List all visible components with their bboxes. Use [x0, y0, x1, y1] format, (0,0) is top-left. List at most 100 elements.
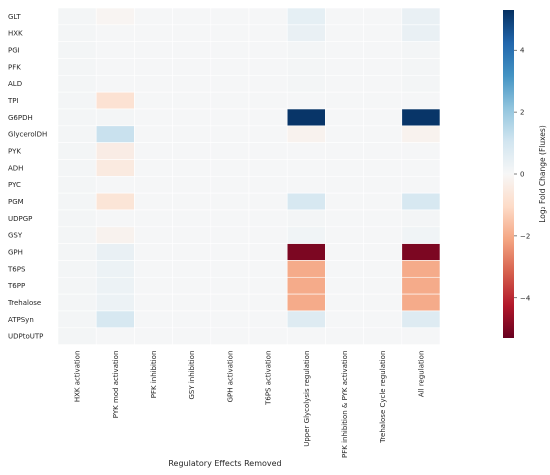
heatmap-cell [248, 276, 288, 295]
heatmap-cell [363, 142, 403, 160]
heatmap-cell [325, 159, 364, 177]
row-labels: GLT HXK PGI PFK ALD TPI G6PDH GlycerolDH PYK ADH P… [7, 13, 47, 341]
heatmap-cell [134, 260, 173, 278]
heatmap-cell [286, 142, 326, 160]
heatmap-cell [325, 327, 364, 345]
heatmap-cell [57, 142, 97, 160]
heatmap-cell [134, 108, 173, 127]
heatmap-cell [401, 176, 441, 194]
heatmap-cell [401, 41, 441, 59]
heatmap-cell [134, 243, 173, 261]
heatmap-cell [401, 108, 441, 127]
column-label: PYK mod activation [112, 351, 120, 419]
heatmap-cell [401, 24, 441, 42]
heatmap-cell [286, 293, 326, 312]
heatmap-cell [286, 226, 326, 244]
heatmap-cell [57, 41, 97, 59]
heatmap-cell [325, 310, 364, 329]
heatmap-cell [172, 142, 212, 160]
heatmap-cell [172, 125, 212, 143]
colorbar-tick-label: −4 [520, 294, 531, 302]
heatmap-cell [248, 7, 288, 26]
heatmap-cell [401, 142, 441, 160]
heatmap-cell [134, 226, 173, 244]
heatmap-cell [172, 327, 212, 345]
heatmap-cell [57, 58, 97, 76]
heatmap-cells [57, 7, 441, 345]
heatmap-cell [286, 159, 326, 177]
heatmap-cell [325, 293, 364, 312]
heatmap-cell [248, 209, 288, 228]
heatmap-cell [286, 125, 326, 143]
heatmap-cell [95, 276, 135, 295]
row-label: PGM [8, 198, 24, 206]
heatmap-cell [325, 75, 364, 93]
heatmap-cell [248, 91, 288, 110]
heatmap-cell [57, 327, 97, 345]
heatmap-cell [401, 7, 441, 26]
heatmap-cell [210, 327, 250, 345]
heatmap-cell [210, 209, 250, 228]
heatmap-cell [95, 108, 135, 127]
heatmap-cell [210, 41, 250, 59]
colorbar-label: Log₂ Fold Change (Fluxes) [538, 125, 547, 223]
heatmap-cell [363, 243, 403, 261]
heatmap-cell [286, 75, 326, 93]
heatmap-cell [57, 75, 97, 93]
heatmap-cell [248, 243, 288, 261]
heatmap-cell [134, 91, 173, 110]
heatmap-cell [134, 276, 173, 295]
heatmap-cell [134, 310, 173, 329]
heatmap-cell [248, 327, 288, 345]
heatmap-cell [401, 243, 441, 261]
heatmap-cell [95, 7, 135, 26]
row-label: UDPGP [8, 215, 32, 223]
heatmap-cell [363, 209, 403, 228]
heatmap-cell [95, 243, 135, 261]
column-label: GSY inhibition [188, 351, 196, 400]
row-label: ATPSyn [8, 316, 34, 324]
x-axis-label: Regulatory Effects Removed [168, 459, 281, 468]
heatmap-cell [363, 24, 403, 42]
heatmap-cell [363, 91, 403, 110]
heatmap-cell [95, 209, 135, 228]
heatmap-cell [210, 58, 250, 76]
heatmap-cell [325, 209, 364, 228]
heatmap-cell [286, 41, 326, 59]
heatmap-cell [172, 41, 212, 59]
heatmap-cell [210, 192, 250, 211]
heatmap-cell [401, 159, 441, 177]
colorbar-gradient [503, 10, 514, 338]
row-label: GLT [8, 13, 21, 21]
heatmap-cell [401, 226, 441, 244]
heatmap-cell [286, 24, 326, 42]
heatmap-cell [325, 91, 364, 110]
row-label: ALD [8, 80, 22, 88]
heatmap-cell [286, 192, 326, 211]
heatmap-cell [363, 7, 403, 26]
heatmap-cell [172, 226, 212, 244]
heatmap-cell [401, 293, 441, 312]
column-label: HXK activation [74, 351, 82, 403]
heatmap-cell [248, 293, 288, 312]
heatmap-cell [57, 276, 97, 295]
heatmap-cell [210, 24, 250, 42]
heatmap-cell [172, 24, 212, 42]
heatmap-cell [325, 58, 364, 76]
row-label: GSY [8, 232, 23, 240]
heatmap-cell [248, 192, 288, 211]
heatmap-cell [172, 293, 212, 312]
heatmap-cell [401, 192, 441, 211]
heatmap-cell [325, 260, 364, 278]
heatmap-cell [172, 7, 212, 26]
heatmap-cell [95, 226, 135, 244]
column-label: T6PS activation [265, 351, 273, 406]
heatmap-cell [248, 226, 288, 244]
row-label: PFK [8, 63, 21, 71]
heatmap-cell [363, 327, 403, 345]
heatmap-cell [248, 159, 288, 177]
heatmap-cell [210, 75, 250, 93]
row-label: GlycerolDH [8, 131, 47, 139]
heatmap-cell [325, 142, 364, 160]
heatmap-cell [286, 209, 326, 228]
